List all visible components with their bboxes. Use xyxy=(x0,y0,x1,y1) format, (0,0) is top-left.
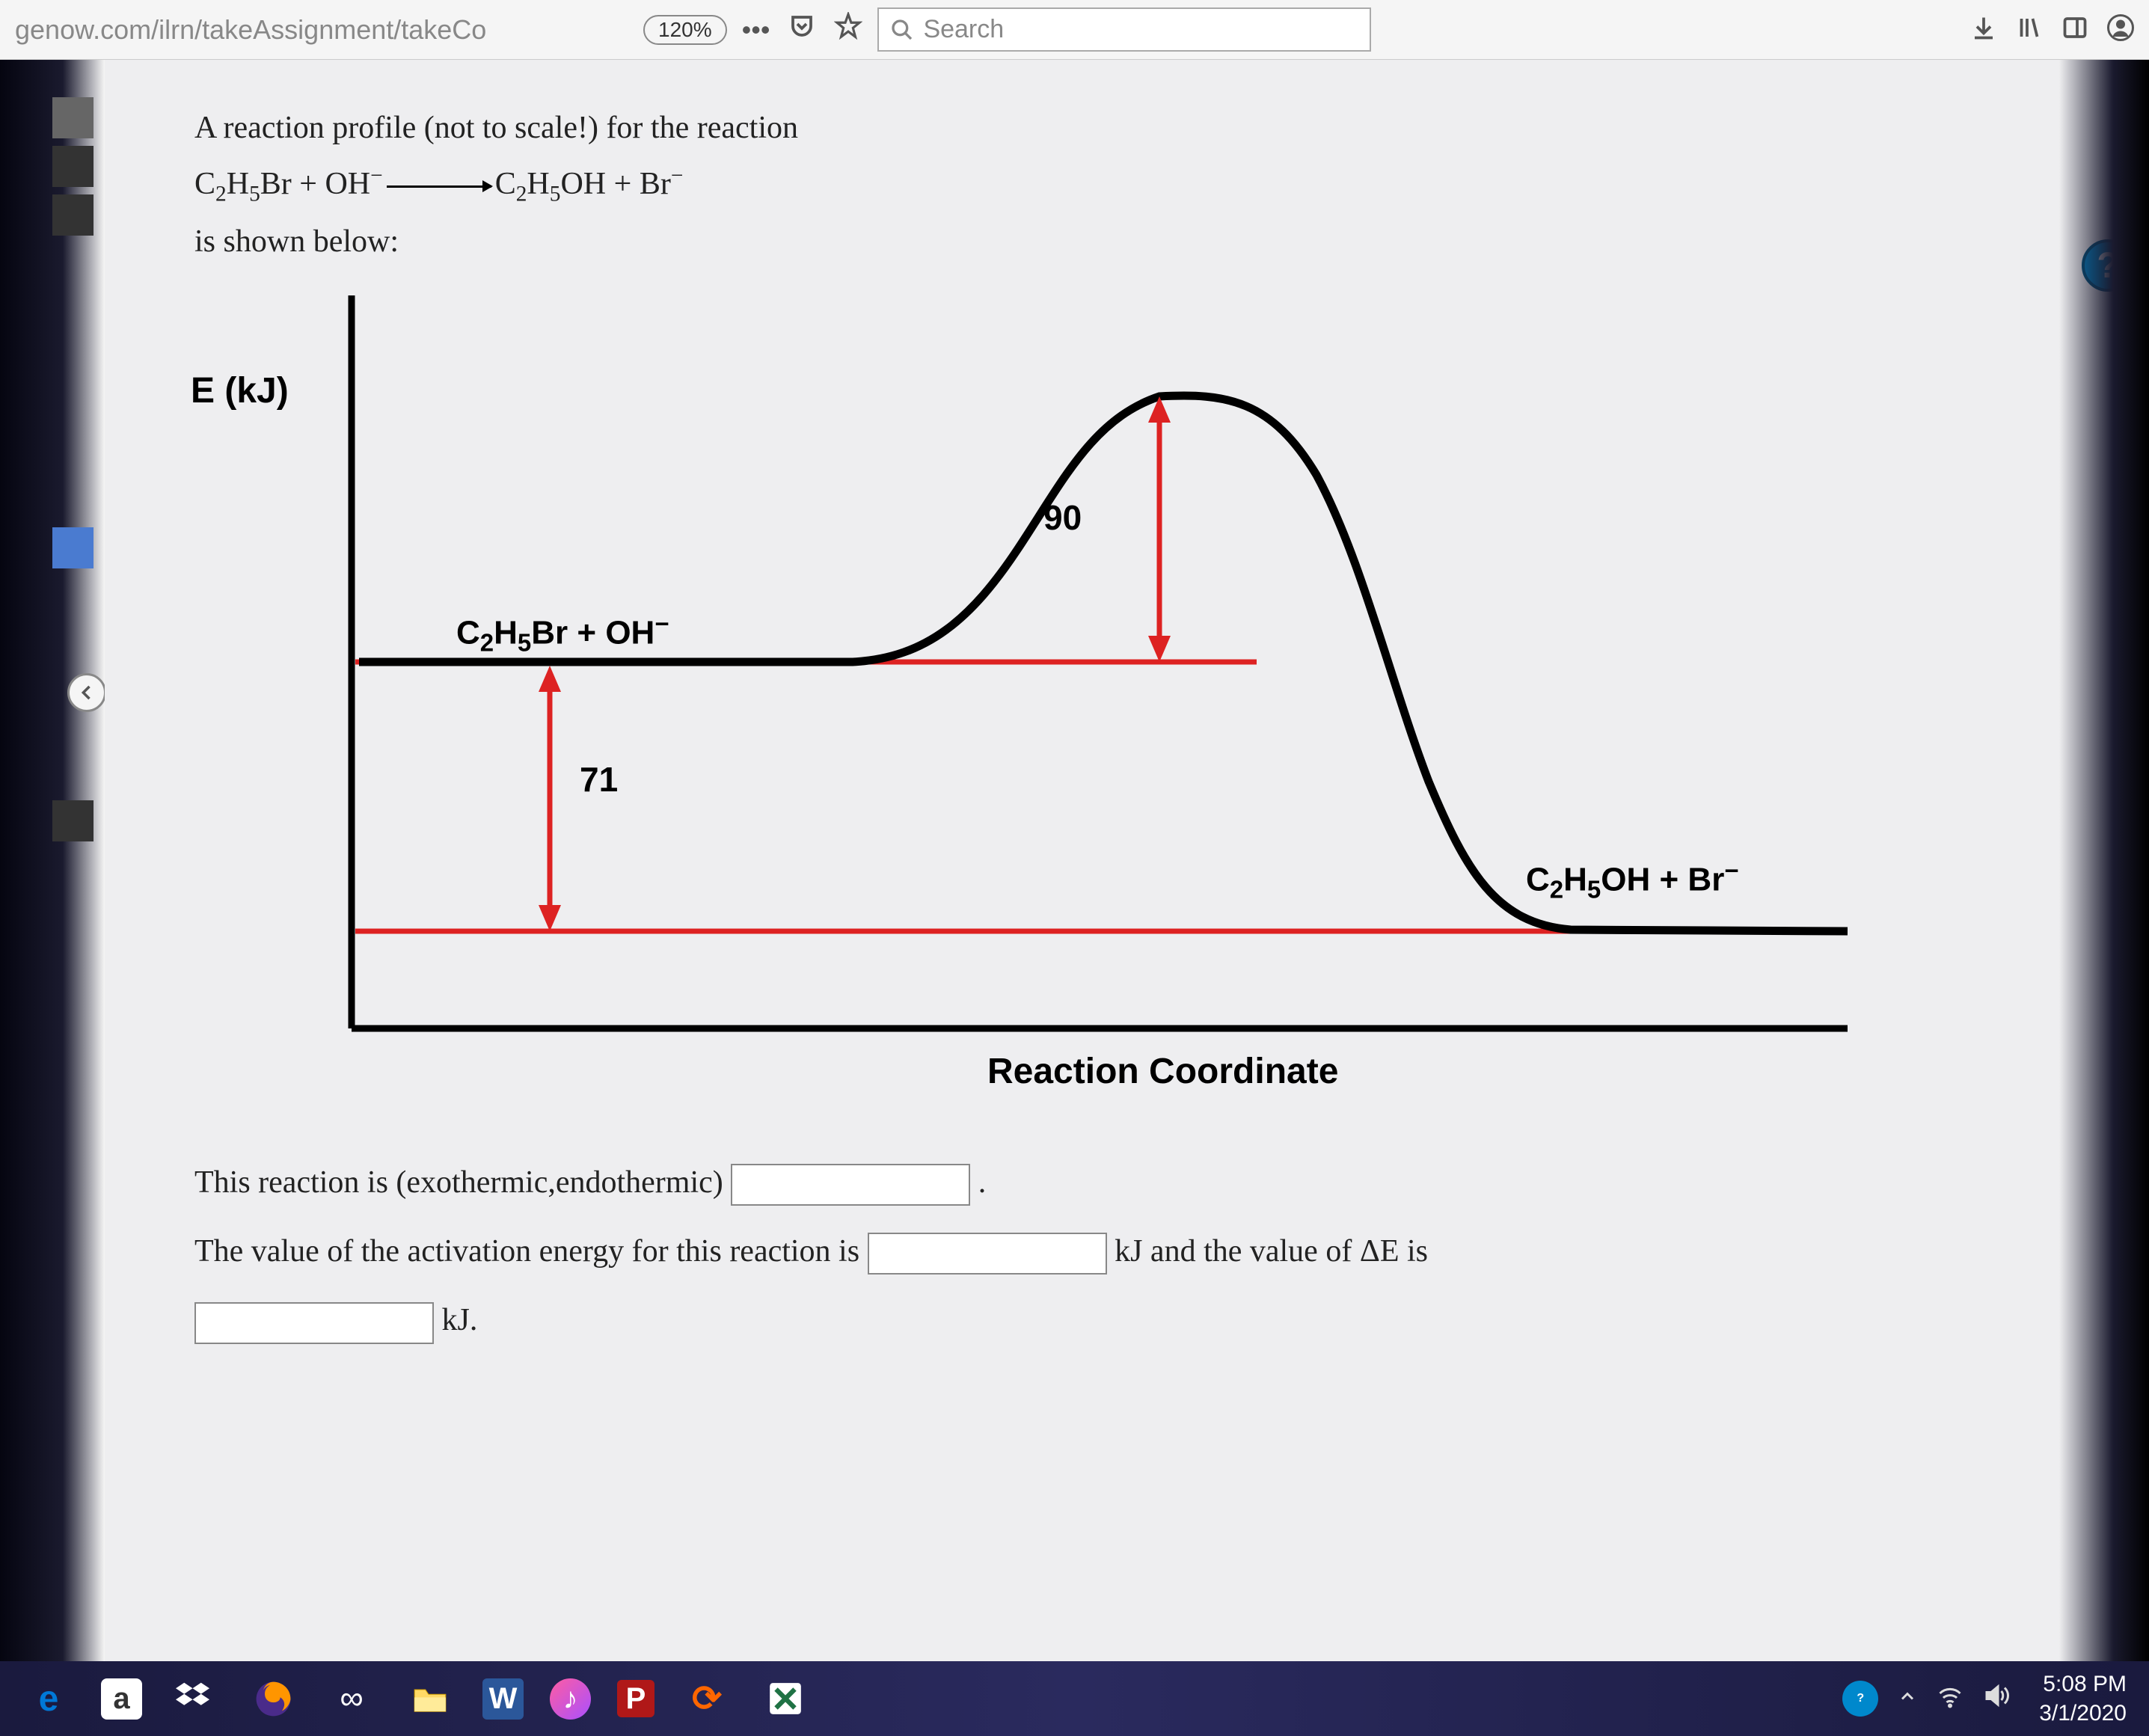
activation-energy-value: 90 xyxy=(1043,497,1082,538)
answer-input-2[interactable] xyxy=(868,1233,1107,1275)
x-axis-label: Reaction Coordinate xyxy=(987,1051,1338,1092)
reaction-equation: C2H5Br + OH−C2H5OH + Br− xyxy=(194,159,2074,211)
wifi-icon[interactable] xyxy=(1937,1682,1963,1715)
reactant-label: C2H5Br + OH− xyxy=(456,610,669,657)
right-side-panel xyxy=(2059,60,2149,1661)
sidebar-block-4[interactable] xyxy=(52,527,93,568)
sidebar-block-3[interactable] xyxy=(52,194,93,236)
sidebar-block-5[interactable] xyxy=(52,800,93,841)
reaction-arrow-icon xyxy=(387,185,491,188)
tray-chevron-up-icon[interactable] xyxy=(1897,1685,1918,1713)
clock-time: 5:08 PM xyxy=(2039,1669,2127,1699)
prompt-1-pre: This reaction is (exothermic,endothermic… xyxy=(194,1165,723,1200)
edge-icon[interactable]: e xyxy=(22,1672,75,1725)
search-box[interactable]: Search xyxy=(877,7,1371,52)
clock-date: 3/1/2020 xyxy=(2039,1699,2127,1728)
sidebar-block-2[interactable] xyxy=(52,146,93,187)
sidebar-block-1[interactable] xyxy=(52,97,93,138)
content-area: A reaction profile (not to scale!) for t… xyxy=(105,60,2149,1661)
activation-energy-arrow xyxy=(1148,396,1171,662)
answer-input-1[interactable] xyxy=(731,1164,970,1206)
answer-section: This reaction is (exothermic,endothermic… xyxy=(194,1148,2074,1355)
amazon-icon[interactable]: a xyxy=(101,1678,142,1720)
url-display: genow.com/ilrn/takeAssignment/takeCo xyxy=(15,14,628,46)
excel-icon[interactable] xyxy=(759,1672,812,1725)
toolbar-icons-group: ••• xyxy=(742,12,863,47)
prompt-2-pre: The value of the activation energy for t… xyxy=(194,1234,859,1269)
system-tray: ? 5:08 PM 3/1/2020 xyxy=(1842,1669,2127,1728)
word-icon[interactable]: W xyxy=(482,1678,524,1720)
left-sidebar xyxy=(0,60,105,1661)
main-wrapper: A reaction profile (not to scale!) for t… xyxy=(0,60,2149,1661)
prompt-1-post: . xyxy=(978,1165,987,1200)
diagram-svg xyxy=(314,295,1885,1043)
account-icon[interactable] xyxy=(2107,14,2134,45)
product-label: C2H5OH + Br− xyxy=(1526,856,1739,904)
question-intro: A reaction profile (not to scale!) for t… xyxy=(194,105,2074,152)
delta-e-value: 71 xyxy=(580,759,618,800)
expand-chevron-icon[interactable] xyxy=(67,673,106,712)
dropbox-icon[interactable] xyxy=(168,1672,221,1725)
zoom-badge[interactable]: 120% xyxy=(643,15,727,45)
prompt-2-mid: kJ and the value of ΔE is xyxy=(1115,1234,1428,1269)
search-icon xyxy=(890,18,914,42)
itunes-icon[interactable]: ♪ xyxy=(550,1678,591,1720)
question-outro: is shown below: xyxy=(194,218,2074,266)
y-axis-label: E (kJ) xyxy=(191,370,289,411)
infinity-icon[interactable]: ∞ xyxy=(325,1672,378,1725)
volume-icon[interactable] xyxy=(1982,1682,2009,1715)
reaction-profile-diagram: E (kJ) xyxy=(314,295,1885,1133)
firefox-icon[interactable] xyxy=(247,1672,299,1725)
tray-help-icon[interactable]: ? xyxy=(1842,1681,1878,1717)
answer-input-3[interactable] xyxy=(194,1302,434,1344)
download-icon[interactable] xyxy=(1970,14,1997,45)
search-placeholder: Search xyxy=(923,15,1004,44)
library-icon[interactable] xyxy=(2016,14,2043,45)
bookmark-star-icon[interactable] xyxy=(834,12,862,47)
windows-taskbar: e a ∞ W ♪ P ⟳ ? 5:08 PM 3/1/2020 xyxy=(0,1661,2149,1736)
taskbar-clock[interactable]: 5:08 PM 3/1/2020 xyxy=(2039,1669,2127,1728)
browser-right-icons xyxy=(1970,14,2134,45)
c-app-icon[interactable]: ⟳ xyxy=(681,1672,733,1725)
pocket-icon[interactable] xyxy=(788,13,815,46)
more-icon[interactable]: ••• xyxy=(742,14,770,46)
p-app-icon[interactable]: P xyxy=(617,1680,654,1717)
sidebar-icon[interactable] xyxy=(2061,14,2088,45)
file-explorer-icon[interactable] xyxy=(404,1672,456,1725)
prompt-3-post: kJ. xyxy=(442,1303,478,1337)
browser-toolbar: genow.com/ilrn/takeAssignment/takeCo 120… xyxy=(0,0,2149,60)
delta-e-arrow xyxy=(539,666,561,931)
